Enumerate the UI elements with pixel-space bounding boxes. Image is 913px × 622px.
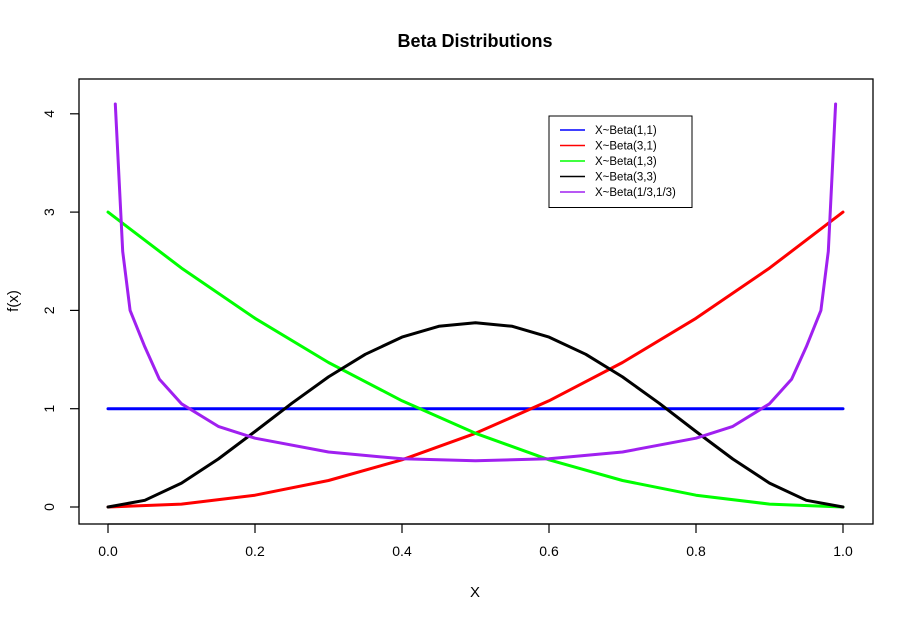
series-line-4	[106, 321, 845, 509]
series-line-5	[113, 102, 838, 463]
x-tick-label: 0.2	[245, 543, 265, 559]
legend-entry-label: X~Beta(1,3)	[595, 156, 657, 168]
plot-frame	[78, 78, 874, 525]
x-tick-label: 1.0	[833, 543, 853, 559]
y-axis: 0 1 2 3 4	[41, 110, 80, 511]
legend-entry-label: X~Beta(3,1)	[595, 141, 657, 153]
series-line-2	[106, 210, 845, 509]
y-tick-label: 2	[41, 306, 57, 314]
y-tick-label: 0	[41, 503, 57, 511]
x-axis-label: X	[470, 584, 480, 601]
legend: X~Beta(1,1) X~Beta(3,1) X~Beta(1,3) X~Beta(…	[548, 115, 693, 208]
y-axis-label: f(x)	[5, 290, 22, 312]
chart-title: Beta Distributions	[397, 31, 552, 51]
legend-entry-label: X~Beta(3,3)	[595, 172, 657, 184]
x-tick-label: 0.6	[539, 543, 559, 559]
series-line-3	[106, 210, 845, 509]
series-layer	[106, 102, 845, 509]
y-tick-label: 4	[41, 110, 57, 118]
y-tick-label: 3	[41, 208, 57, 216]
x-tick-label: 0.4	[392, 543, 412, 559]
x-tick-label: 0.8	[686, 543, 706, 559]
y-tick-label: 1	[41, 405, 57, 413]
x-axis: 0.0 0.2 0.4 0.6 0.8 1.0	[98, 523, 853, 559]
legend-entry-label: X~Beta(1/3,1/3)	[595, 187, 676, 199]
x-tick-label: 0.0	[98, 543, 118, 559]
legend-entry-label: X~Beta(1,1)	[595, 125, 657, 137]
